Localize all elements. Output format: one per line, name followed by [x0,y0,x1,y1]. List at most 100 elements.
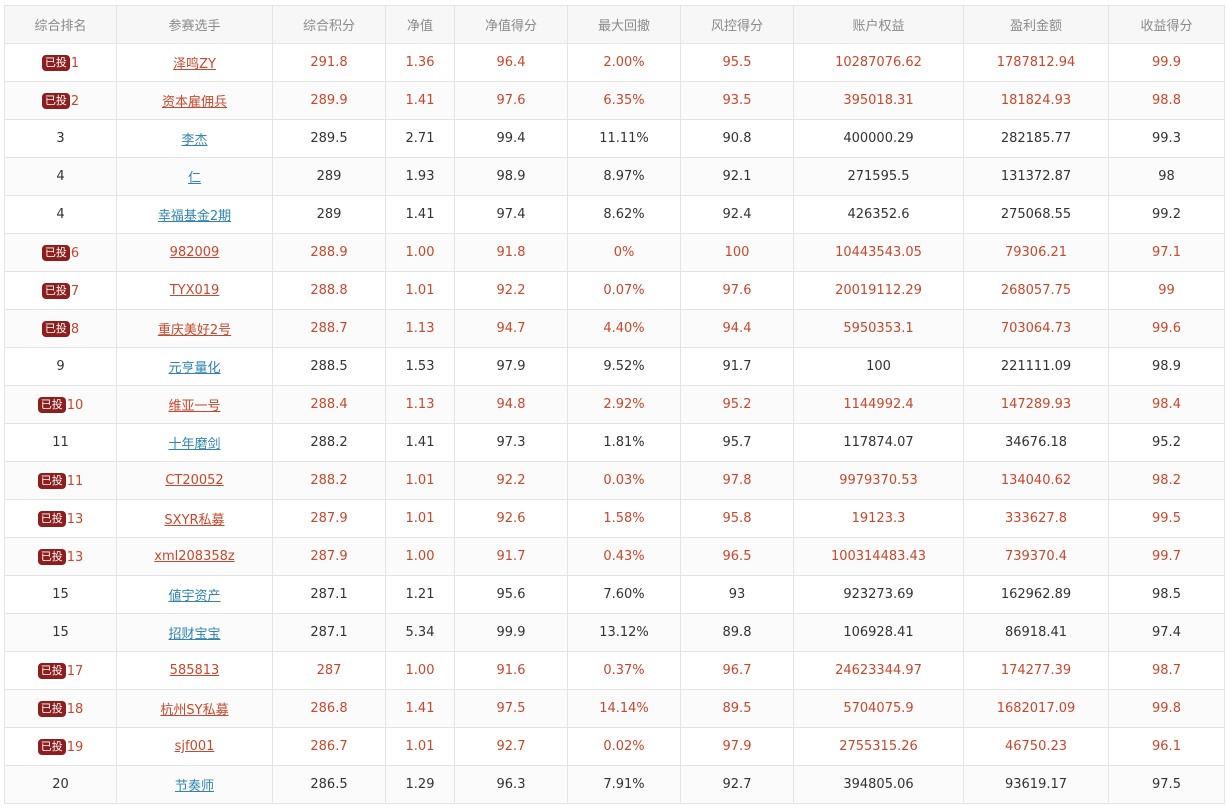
table-row: 4 仁 289 1.93 98.9 8.97% 92.1 271595.5 131372.87 9… [4,157,1225,196]
participant-link[interactable]: 585813 [169,663,220,678]
rank-value: 3 [56,131,65,146]
return-score-cell: 99.5 [1108,499,1225,538]
nav-score-cell: 99.4 [454,119,568,158]
equity-cell: 2755315.26 [793,727,964,766]
profit-cell: 162962.89 [963,575,1109,614]
max-drawdown-cell: 4.40% [567,309,681,348]
participant-link[interactable]: 节奏师 [174,779,214,794]
participant-link[interactable]: 李杰 [181,133,208,148]
total-score-cell: 286.5 [272,765,386,804]
table-row: 已投 13 xml208358z 287.9 1.00 91.7 0.43% 96.5 1003… [4,537,1225,576]
risk-score-cell: 89.8 [680,613,794,652]
equity-cell: 394805.06 [793,765,964,804]
risk-score-cell: 91.7 [680,347,794,386]
table-row: 已投 2 资本雇佣兵 289.9 1.41 97.6 6.35% 93.5 395018.31 1… [4,81,1225,120]
header-total-score: 综合积分 [272,5,386,44]
total-score-cell: 289.9 [272,81,386,120]
participant-link[interactable]: 十年磨剑 [168,437,221,452]
profit-cell: 93619.17 [963,765,1109,804]
nav-score-cell: 92.6 [454,499,568,538]
profit-cell: 333627.8 [963,499,1109,538]
participant-link[interactable]: 招财宝宝 [168,627,221,642]
profit-cell: 181824.93 [963,81,1109,120]
nav-score-cell: 94.7 [454,309,568,348]
equity-cell: 20019112.29 [793,271,964,310]
participant-link[interactable]: SXYR私募 [164,513,225,528]
invested-badge: 已投 [41,244,70,261]
equity-cell: 923273.69 [793,575,964,614]
nav-cell: 1.00 [385,651,455,690]
participant-link[interactable]: 杭州SY私募 [160,703,229,718]
profit-cell: 282185.77 [963,119,1109,158]
rank-value: 15 [52,587,69,602]
equity-cell: 19123.3 [793,499,964,538]
total-score-cell: 287 [272,651,386,690]
invested-badge: 已投 [41,282,70,299]
participant-link[interactable]: 维亚一号 [168,399,221,414]
risk-score-cell: 89.5 [680,689,794,728]
participant-link[interactable]: 幸福基金2期 [157,209,232,224]
header-rank: 综合排名 [4,5,117,44]
risk-score-cell: 100 [680,233,794,272]
equity-cell: 106928.41 [793,613,964,652]
profit-cell: 221111.09 [963,347,1109,386]
participant-cell: sjf001 [116,727,273,766]
profit-cell: 174277.39 [963,651,1109,690]
equity-cell: 100 [793,347,964,386]
risk-score-cell: 92.4 [680,195,794,234]
return-score-cell: 99.6 [1108,309,1225,348]
participant-link[interactable]: 値宇资产 [168,589,221,604]
participant-link[interactable]: 泽鸣ZY [173,57,216,72]
total-score-cell: 287.1 [272,613,386,652]
table-row: 已投 7 TYX019 288.8 1.01 92.2 0.07% 97.6 20019112.… [4,271,1225,310]
equity-cell: 1144992.4 [793,385,964,424]
header-max-drawdown: 最大回撤 [567,5,681,44]
table-body: 已投 1 泽鸣ZY 291.8 1.36 96.4 2.00% 95.5 10287076.62… [4,43,1225,804]
nav-cell: 1.13 [385,309,455,348]
participant-cell: 节奏师 [116,765,273,804]
participant-link[interactable]: 资本雇佣兵 [161,95,227,110]
profit-cell: 275068.55 [963,195,1109,234]
participant-link[interactable]: 重庆美好2号 [157,323,232,338]
participant-cell: 値宇资产 [116,575,273,614]
risk-score-cell: 95.5 [680,43,794,82]
nav-score-cell: 97.4 [454,195,568,234]
return-score-cell: 98 [1108,157,1225,196]
equity-cell: 24623344.97 [793,651,964,690]
return-score-cell: 99 [1108,271,1225,310]
rank-cell: 4 [4,195,117,234]
participant-link[interactable]: 元亨量化 [168,361,221,376]
return-score-cell: 99.7 [1108,537,1225,576]
risk-score-cell: 95.2 [680,385,794,424]
nav-cell: 5.34 [385,613,455,652]
equity-cell: 117874.07 [793,423,964,462]
participant-link[interactable]: TYX019 [169,283,220,298]
participant-link[interactable]: 982009 [169,245,220,260]
max-drawdown-cell: 0.07% [567,271,681,310]
risk-score-cell: 95.7 [680,423,794,462]
table-row: 已投 13 SXYR私募 287.9 1.01 92.6 1.58% 95.8 19123.3 3… [4,499,1225,538]
rank-cell: 已投 17 [4,651,117,690]
rank-cell: 已投 2 [4,81,117,120]
table-row: 已投 17 585813 287 1.00 91.6 0.37% 96.7 24623344.9… [4,651,1225,690]
max-drawdown-cell: 0.37% [567,651,681,690]
nav-score-cell: 92.2 [454,461,568,500]
participant-link[interactable]: 仁 [187,171,201,186]
equity-cell: 5704075.9 [793,689,964,728]
return-score-cell: 98.2 [1108,461,1225,500]
rank-value: 8 [70,321,80,337]
header-nav: 净值 [385,5,455,44]
rank-cell: 已投 8 [4,309,117,348]
rank-value: 7 [70,283,80,299]
nav-score-cell: 97.6 [454,81,568,120]
participant-link[interactable]: sjf001 [174,739,215,754]
participant-link[interactable]: xml208358z [154,549,235,564]
invested-badge: 已投 [37,396,66,413]
profit-cell: 268057.75 [963,271,1109,310]
header-profit: 盈利金额 [963,5,1109,44]
nav-score-cell: 99.9 [454,613,568,652]
max-drawdown-cell: 7.60% [567,575,681,614]
participant-link[interactable]: CT20052 [165,473,224,488]
participant-cell: 585813 [116,651,273,690]
nav-cell: 1.00 [385,537,455,576]
